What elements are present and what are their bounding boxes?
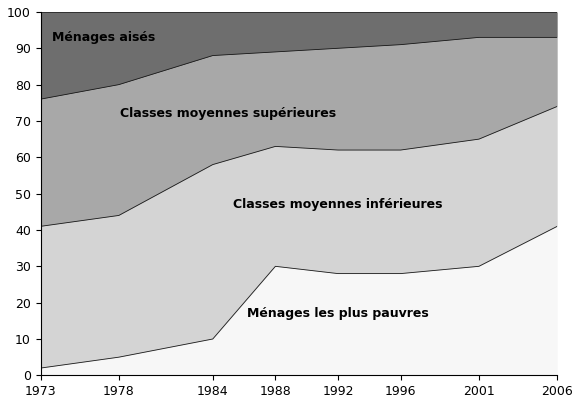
- Text: Classes moyennes supérieures: Classes moyennes supérieures: [120, 107, 336, 120]
- Text: Classes moyennes inférieures: Classes moyennes inférieures: [233, 198, 443, 211]
- Text: Ménages aisés: Ménages aisés: [52, 31, 155, 44]
- Text: Ménages les plus pauvres: Ménages les plus pauvres: [247, 307, 429, 320]
